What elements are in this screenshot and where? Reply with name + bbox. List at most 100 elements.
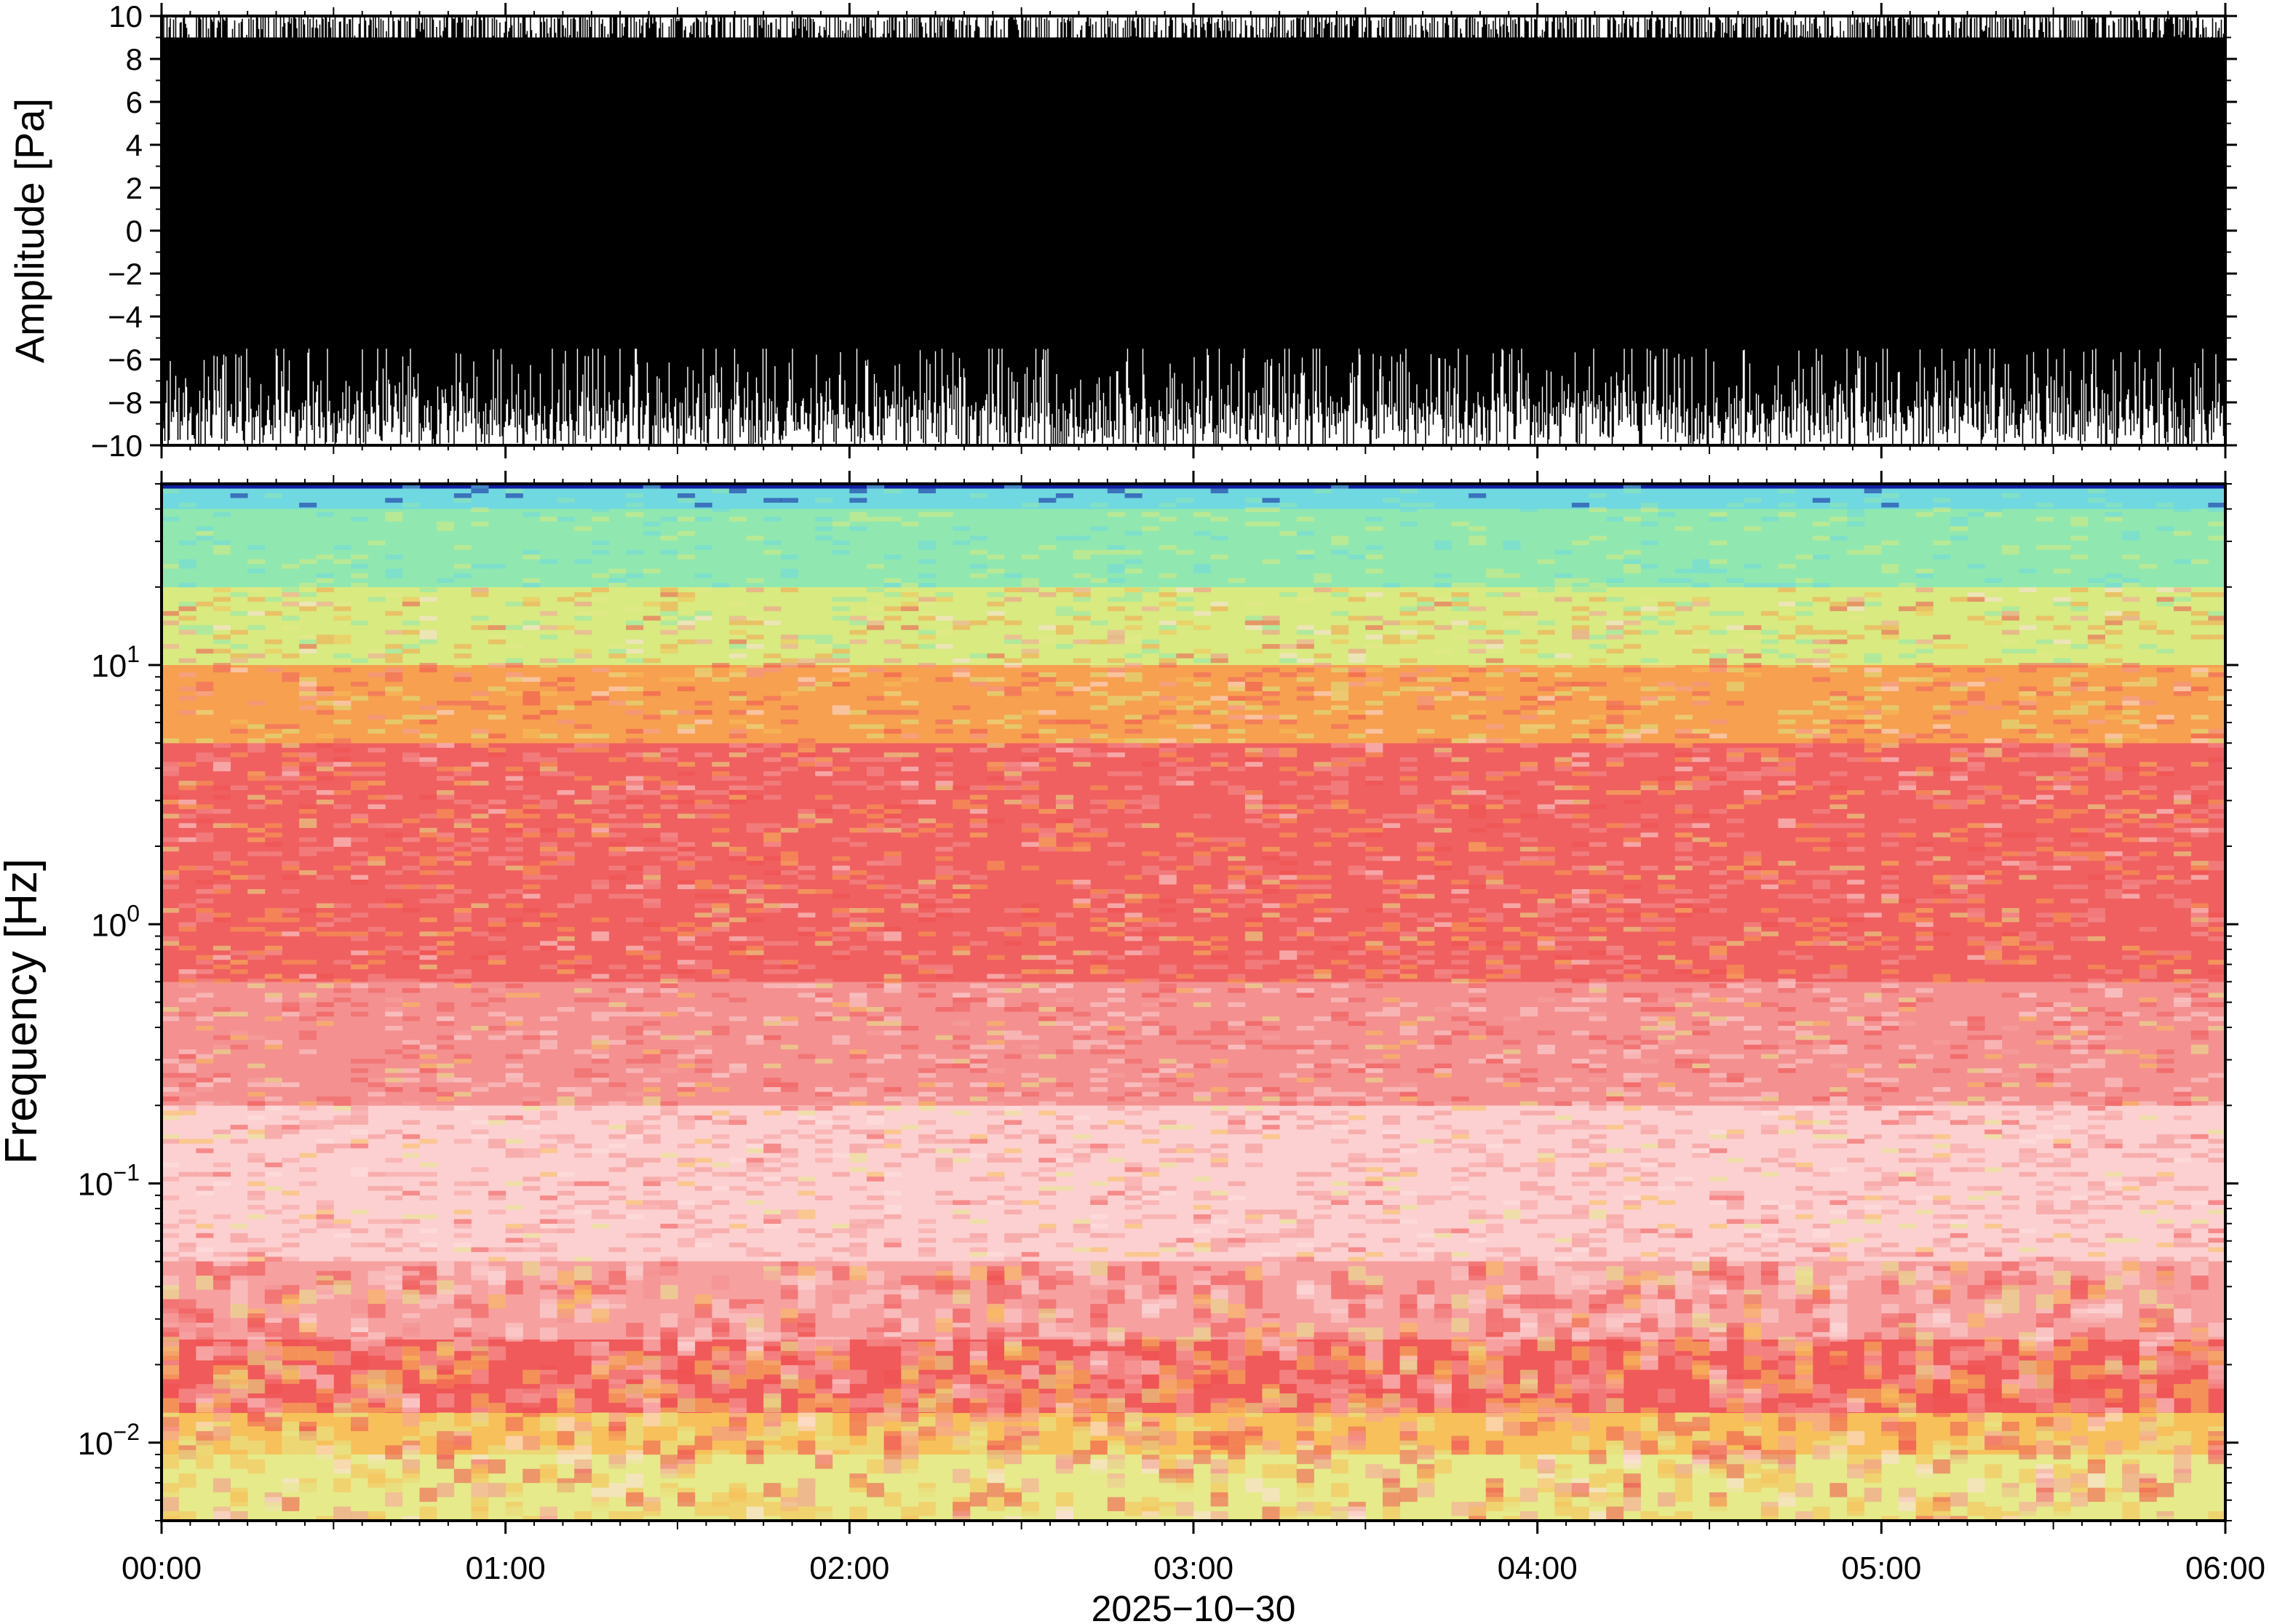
spectrogram-cell (1090, 1398, 1108, 1412)
spectrogram-cell (162, 1007, 180, 1012)
spectrogram-cell (1021, 827, 1039, 833)
spectrogram-cell (1055, 983, 1073, 989)
spectrogram-cell (626, 1129, 644, 1134)
spectrogram-cell (969, 1059, 988, 1064)
spectrogram-cell (505, 813, 523, 819)
spectrogram-cell (1434, 540, 1452, 546)
spectrogram-cell (1503, 974, 1521, 979)
spectrogram-cell (299, 1289, 317, 1304)
spectrogram-cell (162, 488, 180, 493)
spectrogram-cell (643, 880, 661, 885)
spectrogram-cell (643, 865, 661, 871)
spectrogram-cell (660, 1313, 678, 1328)
spectrogram-cell (247, 804, 266, 809)
spectrogram-cell (453, 1035, 472, 1040)
spectrogram-cell (1399, 936, 1418, 942)
spectrogram-cell (1331, 804, 1349, 809)
spectrogram-cell (953, 889, 971, 894)
spectrogram-cell (557, 856, 575, 861)
spectrogram-cell (832, 1153, 850, 1158)
spectrogram-cell (419, 634, 437, 640)
spectrogram-cell (351, 1078, 369, 1083)
spectrogram-cell (1021, 922, 1039, 927)
spectrogram-cell (539, 846, 557, 852)
spectrogram-cell (867, 884, 885, 890)
spectrogram-cell (1107, 931, 1125, 936)
spectrogram-cell (1038, 1072, 1057, 1078)
spectrogram-cell (918, 931, 936, 936)
spectrogram-cell (162, 870, 180, 875)
spectrogram-cell (453, 969, 472, 974)
spectrogram-cell (591, 1148, 609, 1153)
spectrogram-cell (1314, 762, 1332, 767)
spectrogram-cell (1503, 861, 1521, 866)
spectrogram-cell (1503, 790, 1521, 795)
spectrogram-cell (746, 1148, 764, 1153)
spectrogram-cell (351, 1356, 369, 1370)
spectrogram-cell (1021, 1436, 1039, 1450)
spectrogram-cell (230, 1388, 248, 1403)
spectrogram-cell (935, 912, 953, 918)
spectrogram-cell (798, 813, 816, 819)
spectrogram-cell (1021, 1294, 1039, 1309)
spectrogram-cell (1451, 738, 1469, 744)
spectrogram-cell (935, 728, 953, 734)
spectrogram-cell (1004, 1238, 1022, 1243)
spectrogram-cell (677, 1171, 696, 1177)
spectrogram-cell (402, 1492, 420, 1507)
spectrogram-cell (798, 658, 816, 664)
spectrogram-cell (1451, 926, 1469, 932)
spectrogram-cell (574, 592, 592, 597)
spectrogram-cell (1107, 908, 1125, 913)
spectrogram-cell (402, 1120, 420, 1125)
spectrogram-cell (1142, 1285, 1160, 1299)
spectrogram-cell (694, 1016, 712, 1022)
spectrogram-cell (608, 1186, 627, 1191)
spectrogram-cell (574, 1087, 592, 1092)
spectrogram-cell (1038, 709, 1057, 715)
spectrogram-cell (746, 823, 764, 828)
spectrogram-cell (1348, 1063, 1366, 1069)
spectrogram-cell (591, 1054, 609, 1059)
spectrogram-cell (1485, 696, 1503, 701)
spectrogram-cell (883, 1054, 902, 1059)
spectrogram-cell (832, 766, 850, 772)
spectrogram-cell (867, 1412, 885, 1427)
spectrogram-cell (1038, 955, 1057, 960)
spectrogram-cell (883, 757, 902, 763)
spectrogram-cell (1073, 846, 1091, 852)
spectrogram-cell (1348, 1068, 1366, 1073)
spectrogram-cell (1055, 1115, 1073, 1121)
spectrogram-cell (264, 667, 282, 673)
spectrogram-cell (557, 1483, 575, 1497)
spectrogram-cell (1193, 701, 1212, 706)
spectrogram-cell (1348, 1332, 1366, 1347)
spectrogram-cell (901, 1350, 919, 1366)
spectrogram-cell (557, 969, 575, 974)
spectrogram-cell (505, 1139, 523, 1144)
spectrogram-cell (1090, 620, 1108, 626)
spectrogram-cell (1210, 1369, 1228, 1385)
spectrogram-cell (162, 1177, 180, 1182)
spectrogram-cell (608, 781, 627, 786)
spectrogram-cell (694, 1059, 712, 1064)
spectrogram-cell (1004, 988, 1022, 993)
spectrogram-cell (282, 1124, 300, 1130)
spectrogram-cell (316, 1516, 334, 1521)
spectrogram-cell (351, 1209, 369, 1214)
spectrogram-cell (419, 1266, 437, 1281)
spectrogram-cell (1244, 1233, 1263, 1238)
spectrogram-cell (935, 747, 953, 753)
spectrogram-cell (815, 983, 833, 989)
spectrogram-cell (987, 719, 1005, 725)
spectrogram-cell (1210, 846, 1228, 852)
spectrogram-cell (1399, 1148, 1418, 1153)
spectrogram-cell (419, 1162, 437, 1168)
spectrogram-cell (626, 1233, 644, 1238)
spectrogram-cell (1210, 1129, 1228, 1134)
spectrogram-cell (763, 903, 782, 908)
spectrogram-cell (557, 813, 575, 819)
spectrogram-cell (1159, 1120, 1177, 1125)
spectrogram-cell (367, 988, 386, 993)
spectrogram-cell (1469, 865, 1487, 871)
